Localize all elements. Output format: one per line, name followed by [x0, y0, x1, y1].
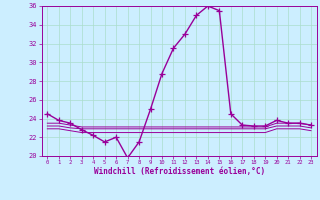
- X-axis label: Windchill (Refroidissement éolien,°C): Windchill (Refroidissement éolien,°C): [94, 167, 265, 176]
